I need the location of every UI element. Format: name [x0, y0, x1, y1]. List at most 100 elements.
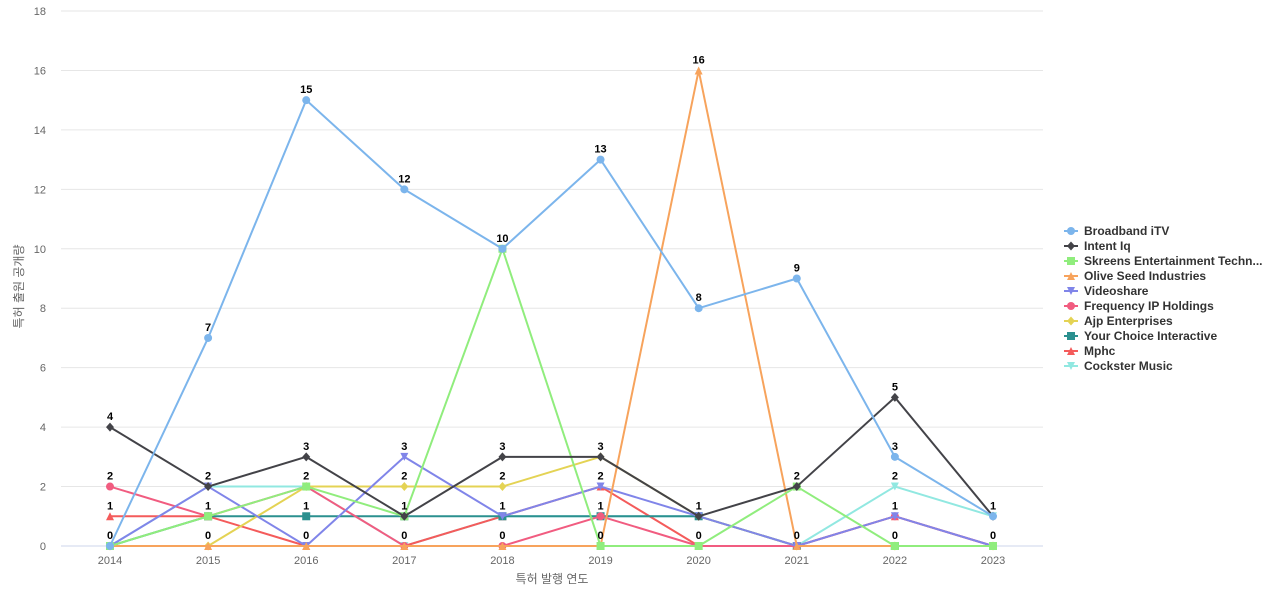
legend-label: Your Choice Interactive	[1084, 329, 1217, 343]
data-label: 0	[990, 530, 996, 542]
data-label: 3	[597, 441, 603, 453]
data-point	[596, 452, 605, 462]
x-tick-label: 2020	[686, 555, 710, 567]
y-tick-label: 10	[34, 244, 46, 256]
y-tick-label: 16	[34, 65, 46, 77]
y-tick-label: 2	[40, 482, 46, 494]
legend-item[interactable]: Your Choice Interactive	[1064, 329, 1217, 343]
data-point	[498, 244, 507, 253]
x-tick-label: 2017	[392, 555, 416, 567]
data-point	[890, 452, 899, 461]
x-tick-label: 2023	[981, 555, 1005, 567]
data-point	[400, 542, 409, 550]
legend-label: Intent Iq	[1084, 239, 1131, 253]
data-label: 12	[398, 173, 410, 185]
data-point	[694, 304, 703, 313]
x-tick-label: 2016	[294, 555, 318, 567]
data-point	[498, 512, 507, 521]
data-point	[596, 155, 605, 164]
data-point	[792, 542, 801, 550]
data-label: 5	[892, 381, 898, 393]
legend-marker	[1067, 316, 1075, 326]
y-tick-label: 6	[40, 363, 46, 375]
data-label: 13	[594, 144, 606, 156]
data-point	[400, 452, 409, 461]
data-label: 2	[794, 471, 800, 483]
data-point	[302, 96, 311, 105]
data-label: 1	[205, 500, 211, 512]
legend-label: Broadband iTV	[1084, 224, 1169, 238]
data-label: 3	[401, 441, 407, 453]
data-point	[989, 512, 997, 521]
data-label: 16	[693, 54, 705, 66]
data-point	[890, 392, 899, 402]
data-label: 2	[597, 471, 603, 483]
data-label: 1	[499, 500, 505, 512]
series-0	[106, 96, 997, 550]
data-label: 10	[496, 233, 508, 245]
data-point	[792, 482, 801, 492]
y-tick-label: 14	[34, 125, 46, 137]
legend-item[interactable]: Ajp Enterprises	[1064, 314, 1173, 328]
legend-label: Cockster Music	[1084, 359, 1173, 373]
legend-marker	[1067, 227, 1075, 235]
series-4	[106, 452, 997, 550]
data-label: 3	[892, 441, 898, 453]
data-label: 0	[499, 530, 505, 542]
legend-label: Ajp Enterprises	[1084, 314, 1173, 328]
data-label: 1	[990, 500, 996, 512]
data-point	[596, 542, 605, 550]
data-label: 2	[892, 471, 898, 483]
legend-item[interactable]: Intent Iq	[1064, 239, 1131, 253]
data-label: 2	[205, 471, 211, 483]
data-label: 0	[401, 530, 407, 542]
data-point	[204, 512, 213, 521]
data-point	[204, 333, 213, 342]
data-point	[890, 542, 899, 550]
data-point	[498, 542, 507, 550]
series-2	[106, 244, 997, 550]
series-line	[109, 396, 994, 518]
data-label: 0	[303, 530, 309, 542]
legend-label: Skreens Entertainment Techn...	[1084, 254, 1263, 268]
legend-item[interactable]: Broadband iTV	[1064, 224, 1169, 238]
y-tick-label: 8	[40, 303, 46, 315]
series-line	[109, 247, 993, 547]
data-label: 0	[107, 530, 113, 542]
data-label: 0	[597, 530, 603, 542]
legend-marker	[1067, 272, 1075, 280]
legend-item[interactable]: Mphc	[1064, 344, 1116, 358]
legend-item[interactable]: Frequency IP Holdings	[1064, 299, 1214, 313]
data-label: 2	[499, 471, 505, 483]
x-tick-label: 2022	[883, 555, 907, 567]
data-label: 1	[597, 500, 603, 512]
legend-item[interactable]: Cockster Music	[1064, 359, 1173, 373]
data-point	[400, 511, 409, 521]
legend-item[interactable]: Olive Seed Industries	[1064, 269, 1206, 283]
data-point	[792, 274, 801, 283]
legend-item[interactable]: Videoshare	[1064, 284, 1149, 298]
legend-marker	[1067, 347, 1075, 355]
data-label: 8	[696, 292, 702, 304]
legend-marker	[1067, 241, 1075, 251]
data-point	[400, 482, 409, 492]
legend-item[interactable]: Skreens Entertainment Techn...	[1064, 254, 1263, 268]
data-label: 1	[303, 500, 309, 512]
data-label: 15	[300, 84, 312, 96]
legend-marker	[1067, 302, 1075, 310]
data-point	[400, 185, 409, 194]
legend-label: Mphc	[1084, 344, 1116, 358]
data-label: 2	[401, 471, 407, 483]
data-point	[498, 482, 507, 492]
data-point	[106, 422, 114, 432]
data-point	[106, 512, 114, 521]
data-point	[890, 482, 899, 491]
x-tick-label: 2019	[588, 555, 612, 567]
data-point	[204, 482, 213, 492]
data-label: 2	[303, 471, 309, 483]
data-point	[106, 482, 114, 491]
data-label: 7	[205, 322, 211, 334]
series-line	[109, 455, 994, 547]
legend-marker	[1067, 332, 1075, 340]
